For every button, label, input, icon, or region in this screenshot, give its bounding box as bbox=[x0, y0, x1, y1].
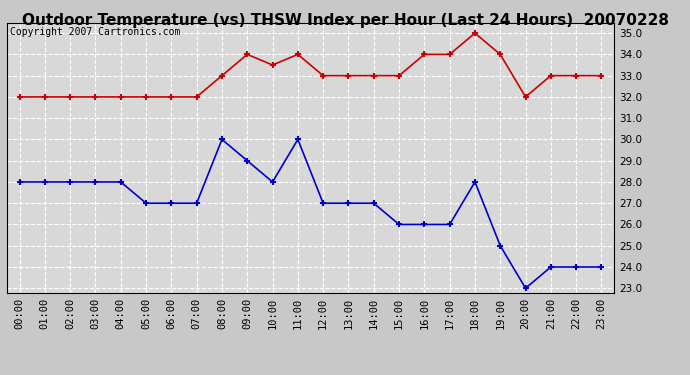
Text: Copyright 2007 Cartronics.com: Copyright 2007 Cartronics.com bbox=[10, 27, 180, 36]
Text: Outdoor Temperature (vs) THSW Index per Hour (Last 24 Hours)  20070228: Outdoor Temperature (vs) THSW Index per … bbox=[21, 13, 669, 28]
